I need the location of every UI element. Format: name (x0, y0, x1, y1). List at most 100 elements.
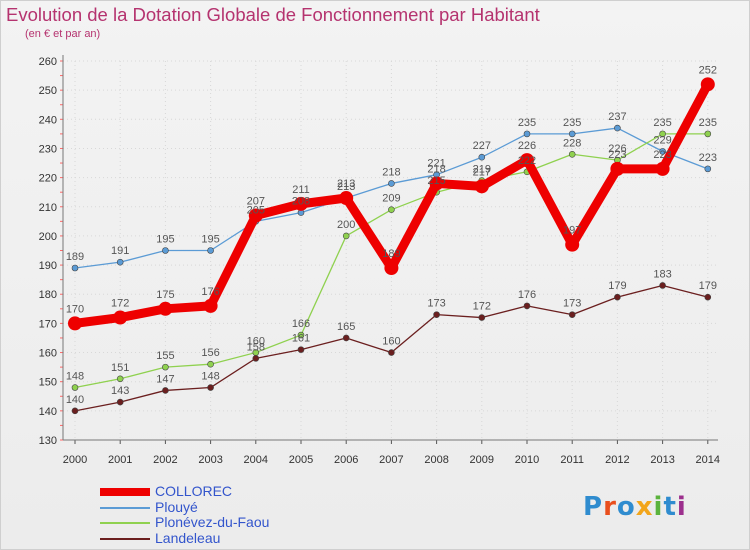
data-label: 223 (608, 149, 626, 161)
legend-label: COLLOREC (155, 483, 233, 499)
data-label: 235 (653, 117, 671, 129)
data-label: 191 (111, 245, 129, 257)
data-label: 205 (247, 204, 265, 216)
data-point (252, 355, 260, 362)
logo-letter: i (653, 492, 664, 522)
data-point (433, 311, 440, 318)
data-label: 173 (563, 298, 581, 310)
x-tick-label: 2009 (470, 454, 494, 466)
x-tick-label: 2000 (63, 454, 87, 466)
data-point (207, 247, 214, 254)
axes: 130 140 150 160 170 180 190 200 210 220 230 240 250 2… (39, 55, 720, 466)
y-tick-label: 130 (39, 435, 57, 447)
data-point (704, 130, 712, 138)
data-point (388, 349, 395, 356)
x-tick-label: 2001 (108, 454, 132, 466)
data-label: 219 (473, 164, 491, 176)
y-tick-label: 150 (39, 377, 57, 389)
data-point (342, 334, 350, 342)
logo-letter: o (616, 492, 636, 522)
data-point (614, 293, 621, 301)
data-label: 148 (66, 371, 84, 383)
data-label: 175 (156, 289, 174, 301)
data-label: 226 (608, 143, 626, 155)
data-point (294, 196, 308, 211)
data-point (659, 282, 666, 289)
data-label: 200 (337, 219, 355, 231)
legend-label: Landeleau (155, 529, 221, 546)
data-point (520, 153, 534, 168)
data-point (162, 247, 169, 254)
data-label: 165 (337, 321, 355, 333)
data-point (384, 260, 399, 275)
data-label: 140 (66, 394, 84, 406)
data-label: 189 (66, 251, 84, 263)
data-point (478, 153, 486, 161)
y-tick-label: 140 (39, 406, 57, 418)
data-point (523, 130, 531, 138)
data-label: 209 (382, 193, 400, 205)
y-tick-label: 180 (39, 289, 57, 301)
data-point (568, 311, 576, 318)
data-label: 218 (427, 163, 445, 175)
data-label: 213 (337, 178, 355, 190)
data-label: 161 (292, 333, 310, 345)
data-point (158, 301, 173, 316)
y-tick-label: 220 (39, 173, 57, 185)
data-point (342, 232, 350, 240)
data-label: 228 (563, 137, 581, 149)
x-tick-label: 2005 (289, 454, 313, 466)
data-label: 160 (382, 336, 400, 348)
data-label: 222 (518, 155, 536, 167)
data-label: 158 (247, 341, 265, 353)
data-label: 215 (427, 175, 445, 187)
data-label: 226 (518, 140, 536, 152)
data-point (568, 150, 576, 158)
x-tick-label: 2008 (424, 454, 448, 466)
x-tick-label: 2014 (696, 454, 720, 466)
data-point (565, 237, 580, 252)
data-label: 195 (156, 234, 174, 246)
data-point (71, 384, 79, 391)
data-label: 207 (247, 196, 265, 208)
data-label: 143 (111, 385, 129, 397)
y-tick-label: 190 (39, 260, 57, 272)
data-label: 197 (563, 225, 581, 237)
logo-letter: x (635, 492, 654, 522)
data-point (474, 179, 489, 194)
data-label: 223 (699, 152, 717, 164)
data-label: 229 (653, 134, 671, 146)
legend-swatch (100, 488, 150, 496)
data-label: 176 (518, 289, 536, 301)
y-tick-label: 170 (39, 318, 57, 330)
data-point (116, 398, 124, 406)
logo-letter: r (603, 492, 617, 522)
x-tick-label: 2003 (198, 454, 222, 466)
data-label: 195 (201, 234, 219, 246)
legend-swatch (100, 522, 150, 524)
y-tick-label: 160 (39, 348, 57, 360)
y-tick-label: 260 (39, 56, 57, 68)
data-label: 172 (473, 301, 491, 313)
logo-letter: P (583, 492, 604, 522)
data-point (203, 298, 218, 313)
data-label: 156 (201, 347, 219, 359)
chart-title: Evolution de la Dotation Globale de Fonc… (6, 4, 540, 25)
data-point (614, 124, 621, 132)
y-tick-label: 250 (39, 85, 57, 97)
x-tick-label: 2004 (244, 454, 268, 466)
data-point (659, 148, 666, 155)
x-tick-label: 2013 (650, 454, 674, 466)
legend-swatch (100, 537, 150, 540)
data-label: 223 (653, 149, 671, 161)
data-label: 183 (653, 268, 671, 280)
data-point (116, 258, 124, 266)
data-point (610, 161, 625, 176)
data-point (704, 293, 712, 301)
data-point (116, 375, 124, 383)
x-tick-label: 2006 (334, 454, 358, 466)
logo-letter: t (663, 492, 677, 522)
data-label: 172 (111, 298, 129, 310)
